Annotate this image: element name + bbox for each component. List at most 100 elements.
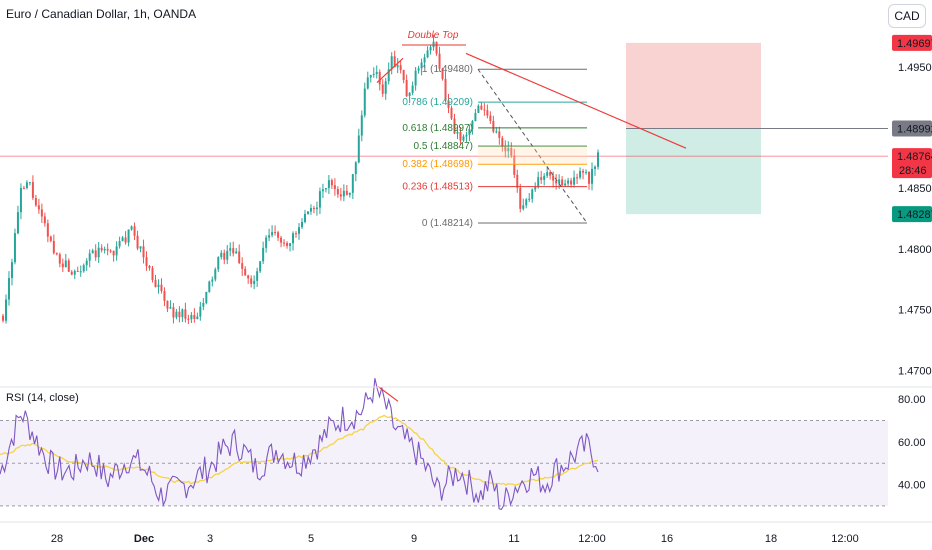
candle <box>381 78 384 97</box>
candle-body <box>25 182 28 188</box>
price-badge-text: 1.48287 <box>897 209 932 221</box>
candle-body <box>423 57 426 63</box>
rsi-tick-label: 60.00 <box>898 437 926 449</box>
candle-body <box>327 180 330 189</box>
time-tick-label: 9 <box>411 533 417 545</box>
candle <box>151 265 154 283</box>
candle-body <box>393 56 396 68</box>
candle-body <box>112 250 115 256</box>
candle <box>232 241 235 257</box>
rsi-pane <box>0 378 888 511</box>
candle-body <box>142 246 145 258</box>
candle-body <box>426 50 429 58</box>
currency-button[interactable]: CAD <box>888 4 926 28</box>
candle-body <box>555 180 558 184</box>
candle <box>112 250 115 262</box>
candle <box>16 205 19 235</box>
candle-body <box>435 41 438 54</box>
candle <box>220 250 223 260</box>
candle <box>549 169 552 180</box>
candle <box>429 45 432 55</box>
candle <box>289 242 292 252</box>
candle-body <box>564 183 567 186</box>
candle <box>411 81 414 96</box>
price-badge-text: 1.48764 <box>897 151 932 163</box>
candle-body <box>447 100 450 108</box>
candle-body <box>157 284 160 287</box>
candle <box>223 249 226 265</box>
candle <box>46 219 49 243</box>
candle <box>34 194 37 207</box>
candle <box>510 142 513 158</box>
candle-body <box>76 270 79 272</box>
candle <box>268 228 271 242</box>
candle-body <box>235 251 238 254</box>
candle-body <box>306 211 309 214</box>
candle-body <box>91 250 94 254</box>
candle <box>423 53 426 68</box>
candle-body <box>450 107 453 119</box>
price-badge-text: 1.49697 <box>897 38 932 50</box>
candle-body <box>10 262 13 279</box>
candle <box>498 126 501 145</box>
candle <box>277 230 280 241</box>
candle <box>408 92 411 104</box>
candle-body <box>31 182 34 198</box>
candle <box>507 141 510 159</box>
candle-body <box>223 252 226 260</box>
candle-body <box>166 300 169 309</box>
candle <box>387 62 390 85</box>
candle <box>235 248 238 254</box>
candle-body <box>324 188 327 190</box>
candle-body <box>238 251 241 264</box>
candle <box>229 242 232 257</box>
candle <box>22 185 25 190</box>
candle <box>300 218 303 229</box>
candle-body <box>366 77 369 89</box>
fib-trend-line <box>477 68 588 224</box>
time-tick-label: 3 <box>207 533 213 545</box>
rsi-tick-label: 40.00 <box>898 480 926 492</box>
candle <box>315 201 318 216</box>
candle-body <box>232 248 235 254</box>
candle <box>585 169 588 175</box>
candle-body <box>118 241 121 247</box>
candle-body <box>414 70 417 86</box>
candle <box>588 171 591 190</box>
candle <box>531 188 534 203</box>
candle-body <box>298 227 301 234</box>
fib-level-label: 0 (1.48214) <box>422 218 473 229</box>
candle <box>58 252 61 268</box>
candle-body <box>459 131 462 141</box>
candle <box>31 175 34 201</box>
candle-body <box>486 110 489 116</box>
candle <box>360 110 363 142</box>
candle <box>148 264 151 271</box>
candle <box>292 231 295 251</box>
candle-body <box>396 65 399 68</box>
candle <box>88 249 91 268</box>
candle <box>286 241 289 249</box>
candle <box>238 244 241 264</box>
candle <box>178 306 181 323</box>
candle <box>37 198 40 214</box>
candle <box>504 140 507 158</box>
candle-body <box>534 187 537 190</box>
candle-body <box>363 88 366 116</box>
candle <box>262 241 265 265</box>
candle-body <box>19 187 22 213</box>
candle-body <box>411 85 414 93</box>
candle-body <box>244 268 247 276</box>
candle-body <box>315 207 318 210</box>
candle <box>366 71 369 90</box>
candle-body <box>339 194 342 197</box>
candle-body <box>303 213 306 222</box>
candle <box>516 169 519 193</box>
candle <box>456 129 459 140</box>
price-badge: 1.48287 <box>892 206 932 223</box>
candle-body <box>372 73 375 75</box>
candle-body <box>552 175 555 181</box>
candle-body <box>286 243 289 246</box>
candle-body <box>175 311 178 318</box>
